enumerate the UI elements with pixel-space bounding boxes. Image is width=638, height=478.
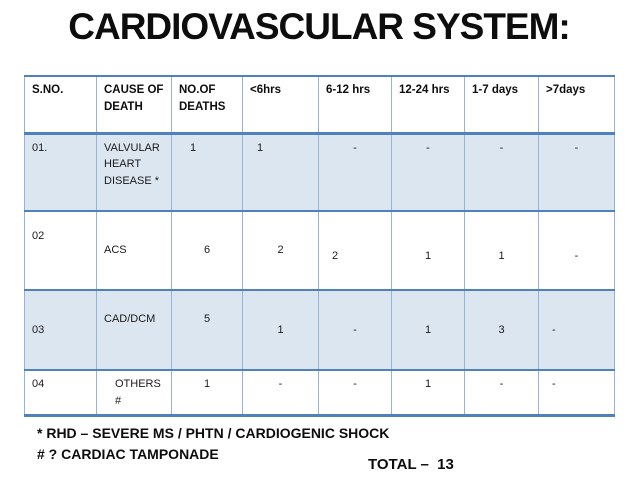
table-cell: 3 xyxy=(464,290,539,370)
table-cell: 04 xyxy=(24,370,97,416)
table-row-cad-dcm: 03 CAD/DCM 5 1 - 1 3 - xyxy=(24,290,615,370)
table-cell: - xyxy=(538,133,615,211)
table-cell: 1 xyxy=(242,290,319,370)
table-cell: 1 xyxy=(391,290,465,370)
table-cell: - xyxy=(318,370,392,416)
table-cell: - xyxy=(538,211,615,290)
table-cell: 2 xyxy=(242,211,319,290)
table-cell: - xyxy=(318,290,392,370)
table-cell: 1 xyxy=(171,370,243,416)
table-cell: - xyxy=(318,133,392,211)
footnotes: * RHD – SEVERE MS / PHTN / CARDIOGENIC S… xyxy=(37,423,389,465)
column-header-cause: CAUSE OF DEATH xyxy=(96,76,172,133)
table-cell: 02 xyxy=(24,211,97,290)
table-cell: 01. xyxy=(24,133,97,211)
table-cell: 1 xyxy=(242,133,319,211)
table-cell: - xyxy=(242,370,319,416)
table-cell: 2 xyxy=(318,211,392,290)
column-header-under6hrs: <6hrs xyxy=(242,76,319,133)
column-header-12-24hrs: 12-24 hrs xyxy=(391,76,465,133)
total-label: TOTAL – 13 xyxy=(368,456,454,473)
table-header-row: S.NO. CAUSE OF DEATH NO.OF DEATHS <6hrs … xyxy=(24,76,615,133)
cardiovascular-table: S.NO. CAUSE OF DEATH NO.OF DEATHS <6hrs … xyxy=(24,75,615,417)
table-cell: - xyxy=(538,290,615,370)
table-cell: 1 xyxy=(171,133,243,211)
page-title: CARDIOVASCULAR SYSTEM: xyxy=(68,6,571,47)
table-row-acs: 02 ACS 6 2 2 1 1 - xyxy=(24,211,615,290)
table-cell: 1 xyxy=(391,370,465,416)
table-cell: - xyxy=(464,370,539,416)
footnote-tamponade: # ? CARDIAC TAMPONADE xyxy=(37,446,219,462)
table-cell: 5 xyxy=(171,290,243,370)
table-cell: 1 xyxy=(391,211,465,290)
table-cell: 6 xyxy=(171,211,243,290)
column-header-over7days: >7days xyxy=(538,76,615,133)
table-cell: - xyxy=(538,370,615,416)
table-cell: 1 xyxy=(464,211,539,290)
table-cell: CAD/DCM xyxy=(96,290,172,370)
table-cell: VALVULAR HEART DISEASE * xyxy=(96,133,172,211)
column-header-1-7days: 1-7 days xyxy=(464,76,539,133)
table-cell: - xyxy=(391,133,465,211)
footnote-rhd: * RHD – SEVERE MS / PHTN / CARDIOGENIC S… xyxy=(37,425,390,441)
table-row-valvular: 01. VALVULAR HEART DISEASE * 1 1 - - - - xyxy=(24,133,615,211)
table-row-others: 04 OTHERS # 1 - - 1 - - xyxy=(24,370,615,416)
table-cell: - xyxy=(464,133,539,211)
column-header-deaths: NO.OF DEATHS xyxy=(171,76,243,133)
table-cell: OTHERS # xyxy=(96,370,172,416)
table-cell: ACS xyxy=(96,211,172,290)
column-header-sno: S.NO. xyxy=(24,76,97,133)
column-header-6-12hrs: 6-12 hrs xyxy=(318,76,392,133)
table-cell: 03 xyxy=(24,290,97,370)
